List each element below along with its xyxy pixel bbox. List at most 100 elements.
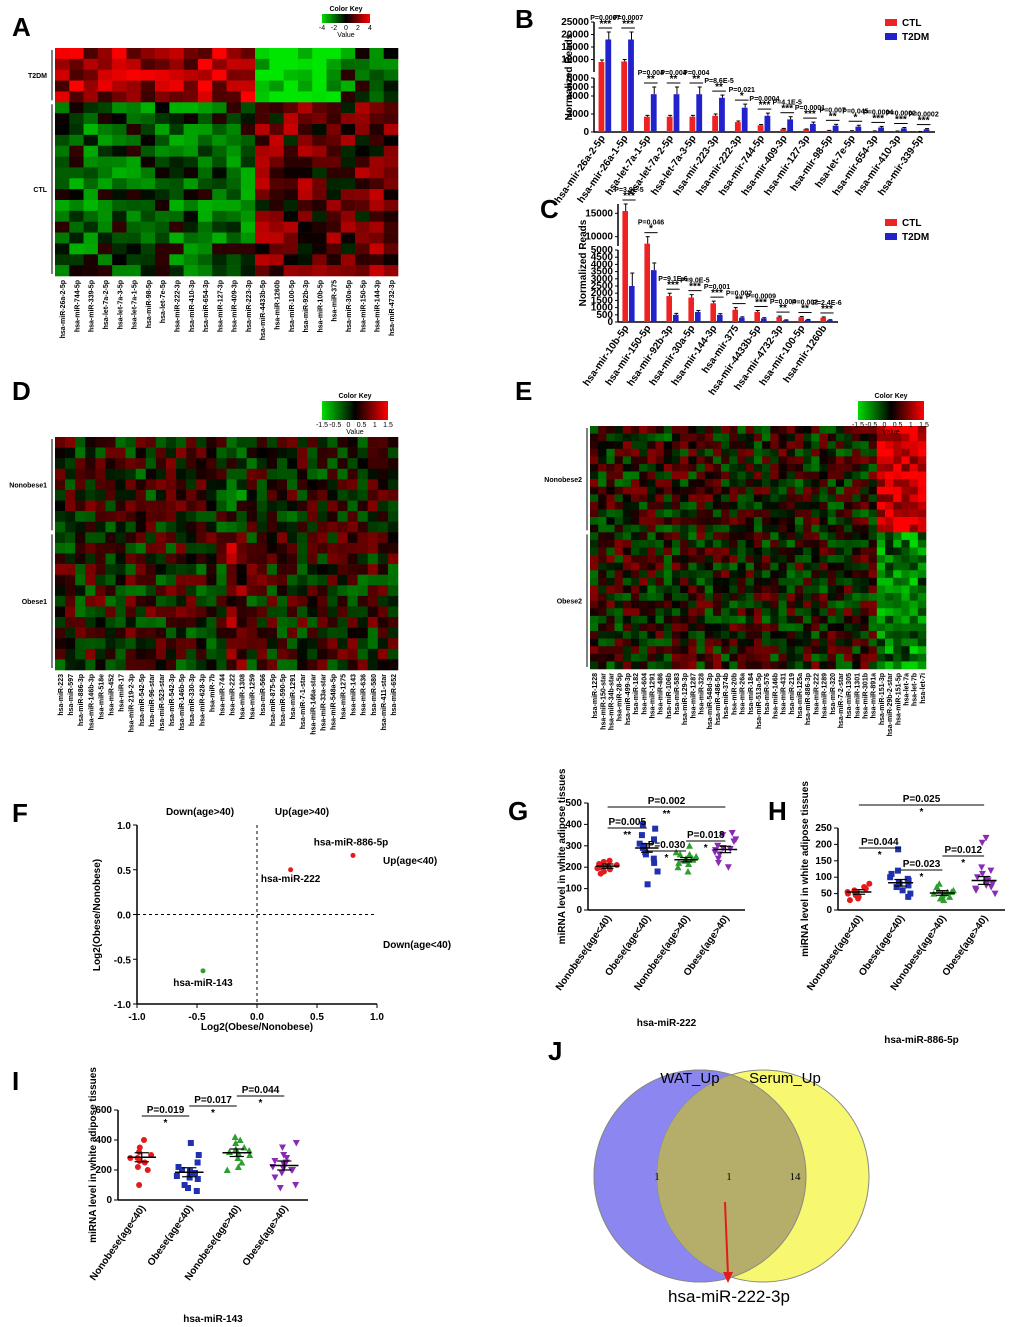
column-label: hsa-miR-1301 <box>854 673 861 719</box>
heatmap-cell <box>655 471 665 480</box>
heatmap-cell <box>165 574 177 586</box>
heatmap-cell <box>269 113 284 125</box>
heatmap-cell <box>876 486 886 495</box>
heatmap-cell <box>737 631 747 639</box>
heatmap-cell <box>671 463 681 472</box>
column-label: hsa-miR-886-3p <box>78 674 85 726</box>
heatmap-cell <box>55 553 66 565</box>
heatmap-cell <box>197 124 213 136</box>
heatmap-cell <box>819 463 828 472</box>
heatmap-cell <box>357 489 369 501</box>
heatmap-cell <box>696 631 706 639</box>
heatmap-cell <box>297 564 308 575</box>
heatmap-cell <box>246 659 258 671</box>
heatmap-cell <box>753 539 763 548</box>
column-label: hsa-miR-374b <box>723 673 730 719</box>
heatmap-cell <box>737 615 747 624</box>
group-label: Obese1 <box>22 599 47 606</box>
heatmap-cell <box>387 489 399 501</box>
heatmap-cell <box>622 471 632 480</box>
heatmap-cell <box>283 145 299 157</box>
heatmap-cell <box>340 102 356 114</box>
heatmap-cell <box>369 58 385 71</box>
heatmap-cell <box>786 456 796 465</box>
heatmap-cell <box>140 178 156 190</box>
heatmap-cell <box>266 564 278 575</box>
heatmap-cell <box>236 521 247 533</box>
heatmap-cell <box>590 631 599 639</box>
bar-t2dm <box>695 311 701 322</box>
heatmap-cell <box>704 494 714 503</box>
heatmap-cell <box>297 553 308 565</box>
heatmap-cell <box>630 593 640 601</box>
heatmap-cell <box>647 570 656 579</box>
heatmap-cell <box>112 265 127 277</box>
heatmap-cell <box>307 648 318 660</box>
heatmap-cell <box>590 615 599 624</box>
heatmap-cell <box>803 456 812 465</box>
comparison-p: P=0.030 <box>648 840 686 851</box>
group-label: Obese(age<40) <box>857 913 907 978</box>
bar-ctl <box>689 116 696 132</box>
heatmap-cell <box>95 648 106 660</box>
heatmap-cell <box>126 124 142 136</box>
heatmap-cell <box>844 631 853 639</box>
heatmap-cell <box>165 532 177 544</box>
heatmap-cell <box>155 178 170 190</box>
heatmap-cell <box>835 517 845 526</box>
heatmap-cell <box>598 501 607 510</box>
heatmap-cell <box>216 511 227 523</box>
color-key-tick: 1 <box>373 422 377 429</box>
y-tick-label: 200 <box>815 839 832 850</box>
heatmap-cell <box>696 600 706 609</box>
heatmap-cell <box>183 124 199 136</box>
heatmap-cell <box>614 471 624 480</box>
heatmap-cell <box>326 48 342 60</box>
heatmap-cell <box>155 48 170 60</box>
heatmap-cell <box>893 615 902 624</box>
p-value: P=0.0004 <box>749 96 779 103</box>
significance-stars: *** <box>600 19 612 30</box>
heatmap-cell <box>671 585 681 594</box>
heatmap-cell <box>704 661 714 670</box>
heatmap-cell <box>876 532 886 541</box>
heatmap-cell <box>97 48 113 60</box>
heatmap-cell <box>909 547 919 556</box>
group-label: T2DM <box>28 73 47 80</box>
heatmap-cell <box>663 661 673 670</box>
heatmap-cell <box>216 479 227 491</box>
heatmap-cell <box>778 479 787 488</box>
data-point <box>946 893 954 900</box>
heatmap-cell <box>663 433 673 442</box>
heatmap-cell <box>811 585 820 594</box>
heatmap-cell <box>155 627 167 639</box>
heatmap-cell <box>377 511 389 523</box>
heatmap-cell <box>155 595 167 607</box>
heatmap-cell <box>598 646 607 655</box>
heatmap-cell <box>704 585 714 594</box>
heatmap-cell <box>75 468 86 480</box>
heatmap-cell <box>297 69 313 81</box>
heatmap-cell <box>266 521 278 533</box>
heatmap-cell <box>75 521 86 533</box>
heatmap-cell <box>297 585 308 597</box>
heatmap-cell <box>663 456 673 465</box>
heatmap-cell <box>126 178 142 190</box>
heatmap-cell <box>347 585 358 597</box>
heatmap-cell <box>745 426 755 434</box>
heatmap-cell <box>297 254 313 266</box>
heatmap-cell <box>126 243 142 255</box>
heatmap-cell <box>893 448 902 457</box>
heatmap-cell <box>125 500 137 512</box>
heatmap-cell <box>266 500 278 512</box>
heatmap-cell <box>590 441 599 450</box>
data-point <box>232 1139 240 1146</box>
heatmap-cell <box>83 145 99 157</box>
y-tick-label: 1000 <box>591 303 614 314</box>
heatmap-cell <box>246 437 258 448</box>
column-label: hsa-miR-330-3p <box>189 674 196 726</box>
heatmap-cell <box>115 489 126 501</box>
heatmap-cell <box>917 623 927 632</box>
heatmap-cell <box>762 638 771 647</box>
heatmap-cell <box>112 145 127 157</box>
